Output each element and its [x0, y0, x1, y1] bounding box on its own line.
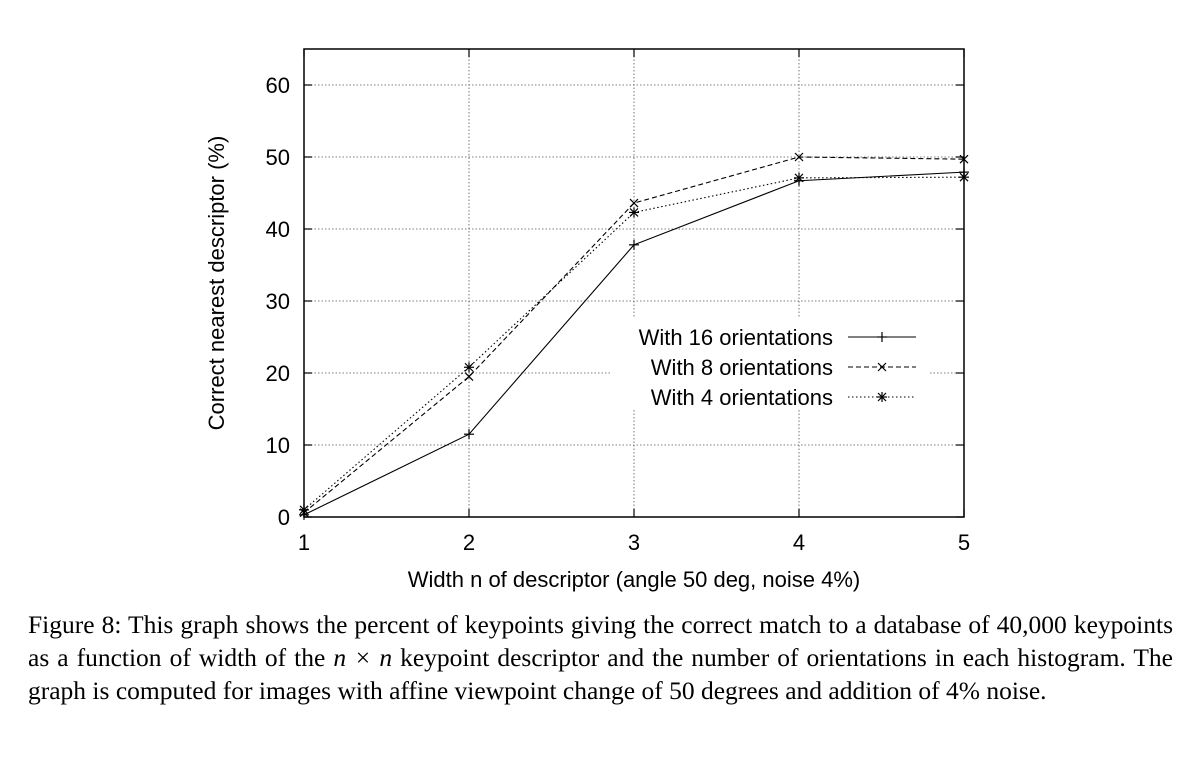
grid-lines [304, 49, 964, 517]
cross-marker [629, 198, 639, 208]
plot-frame [303, 48, 965, 518]
x-tick-label: 5 [958, 530, 970, 555]
marker-stroke [629, 208, 639, 217]
y-axis-label: Correct nearest descriptor (%) [204, 136, 229, 431]
plus-marker [877, 332, 887, 342]
x-tick-label: 4 [793, 530, 805, 555]
star-marker [877, 392, 887, 402]
x-axis-label: Width n of descriptor (angle 50 deg, noi… [408, 567, 860, 592]
marker-stroke [464, 362, 474, 372]
y-tick-label: 60 [266, 73, 290, 98]
marker-stroke [464, 372, 474, 382]
marker-stroke [877, 362, 887, 372]
marker-stroke [629, 198, 639, 208]
plus-marker [464, 429, 474, 440]
x-tick-label: 2 [463, 530, 475, 555]
series-layer [299, 152, 969, 520]
x-tick-label: 1 [298, 530, 310, 555]
y-tick-label: 40 [266, 217, 290, 242]
marker-stroke [877, 392, 887, 402]
caption-math: n × n [333, 643, 393, 672]
caption-text-prefix: Figure 8: This graph shows the percent o… [28, 610, 1173, 672]
caption-text-suffix: keypoint descriptor and the number of or… [28, 643, 1173, 705]
marker-stroke [794, 173, 804, 183]
cross-marker [877, 362, 887, 372]
figure-caption: Figure 8: This graph shows the percent o… [28, 608, 1173, 707]
axis-ticks: 0 10 20 30 40 50 60 1 2 3 4 5 [266, 49, 970, 555]
star-marker [464, 362, 474, 373]
cross-marker [794, 152, 804, 162]
y-tick-label: 0 [278, 505, 290, 530]
y-tick-label: 50 [266, 145, 290, 170]
legend-label-2: With 8 orientations [651, 355, 833, 380]
cross-marker [464, 372, 474, 382]
x-tick-label: 3 [628, 530, 640, 555]
star-marker [629, 207, 639, 218]
y-tick-label: 10 [266, 433, 290, 458]
legend: With 16 orientations With 8 orientations W… [639, 325, 916, 410]
y-tick-label: 20 [266, 361, 290, 386]
star-marker [794, 172, 804, 183]
legend-label-3: With 4 orientations [651, 385, 833, 410]
plus-marker [629, 239, 639, 250]
marker-stroke [794, 152, 804, 162]
legend-label-1: With 16 orientations [639, 325, 833, 350]
y-tick-label: 30 [266, 289, 290, 314]
